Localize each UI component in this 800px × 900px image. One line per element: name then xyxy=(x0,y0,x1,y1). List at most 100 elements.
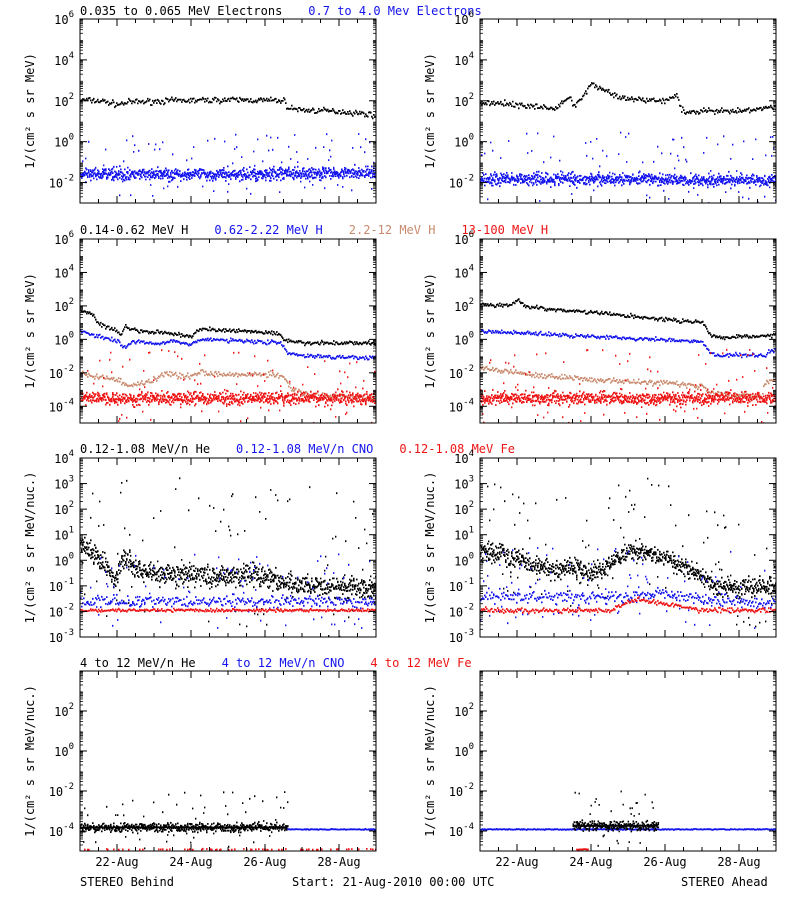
y-tick-label: 102 xyxy=(454,92,474,109)
series-1-0-62-2-22-mev-h xyxy=(80,329,376,361)
y-tick-label: 103 xyxy=(454,475,474,492)
y-tick-label: 10-2 xyxy=(449,174,474,191)
series-points xyxy=(80,553,376,629)
y-tick-label: 102 xyxy=(54,92,74,109)
y-tick-label: 104 xyxy=(54,449,74,466)
x-tick-label: 22-Aug xyxy=(95,855,138,869)
y-tick-label: 106 xyxy=(454,10,474,27)
series-points xyxy=(80,477,376,637)
series-points xyxy=(480,828,776,831)
y-tick-label: 104 xyxy=(454,449,474,466)
x-tick-label: 22-Aug xyxy=(495,855,538,869)
y-tick-label: 106 xyxy=(454,230,474,247)
x-tick-label: 24-Aug xyxy=(169,855,212,869)
y-tick-label: 100 xyxy=(54,551,74,568)
series-1-0-12-1-08-mev-n-cno xyxy=(80,553,376,629)
y-tick-label: 10-4 xyxy=(49,822,74,839)
y-tick-label: 101 xyxy=(54,526,74,543)
y-tick-label: 10-2 xyxy=(49,364,74,381)
y-axis-label: 1/(cm² s sr MeV) xyxy=(423,53,437,169)
series-points xyxy=(480,596,776,615)
plot-area xyxy=(480,477,776,629)
y-axis-label: 1/(cm² s sr MeV) xyxy=(23,53,37,169)
panel-behind-row-4: 4 to 12 MeV/n He 4 to 12 MeV/n CNO 4 to 12… xyxy=(23,656,472,869)
y-tick-label: 102 xyxy=(54,702,74,719)
legend-entry: 4 to 12 MeV Fe xyxy=(370,656,471,670)
plot-area xyxy=(80,791,376,851)
x-tick-label: 26-Aug xyxy=(643,855,686,869)
x-tick-label: 28-Aug xyxy=(717,855,760,869)
series-points xyxy=(576,848,589,851)
y-tick-label: 102 xyxy=(454,500,474,517)
y-axis-label: 1/(cm² s sr MeV) xyxy=(23,273,37,389)
series-points xyxy=(80,329,376,361)
y-axis-label: 1/(cm² s sr MeV) xyxy=(423,273,437,389)
y-tick-label: 10-4 xyxy=(449,397,474,414)
series-points xyxy=(480,131,776,203)
panel-behind-row-1: 0.035 to 0.065 MeV Electrons 0.7 to 4.0 M… xyxy=(23,4,482,204)
x-tick-label: 26-Aug xyxy=(243,855,286,869)
y-tick-label: 10-4 xyxy=(49,397,74,414)
y-tick-label: 103 xyxy=(54,475,74,492)
y-tick-label: 10-1 xyxy=(449,577,474,594)
series-1-unnamed xyxy=(480,131,776,203)
y-tick-label: 10-2 xyxy=(49,782,74,799)
plot-area xyxy=(480,790,776,851)
y-tick-label: 100 xyxy=(454,551,474,568)
y-tick-label: 10-2 xyxy=(449,364,474,381)
y-tick-label: 104 xyxy=(54,263,74,280)
series-points xyxy=(480,298,776,341)
legend-entry: 0.12-1.08 MeV/n He xyxy=(80,442,210,456)
legend-entry: 2.2-12 MeV H xyxy=(349,223,436,237)
legend-entry: 4 to 12 MeV/n CNO xyxy=(222,656,345,670)
x-tick-label: 24-Aug xyxy=(569,855,612,869)
series-0-unnamed xyxy=(480,298,776,341)
series-points xyxy=(80,607,376,613)
series-2-4-to-12-mev-fe xyxy=(84,847,376,851)
series-2-unnamed xyxy=(576,848,589,851)
y-tick-label: 100 xyxy=(54,330,74,347)
panel-ahead-row-4: 102 100 10-2 10-4 22-Aug 24-Aug 26-Aug 28-Aug 1/… xyxy=(423,670,777,869)
legend-entry: 0.12-1.08 MeV Fe xyxy=(399,442,515,456)
series-0-unnamed xyxy=(480,828,776,831)
y-tick-label: 106 xyxy=(54,10,74,27)
series-points xyxy=(287,828,376,831)
y-tick-label: 100 xyxy=(454,133,474,150)
legend-entry: 0.7 to 4.0 Mev Electrons xyxy=(308,4,481,18)
legend-entry: 0.62-2.22 MeV H xyxy=(214,223,322,237)
legend-entry: 4 to 12 MeV/n He xyxy=(80,656,196,670)
y-tick-label: 104 xyxy=(454,51,474,68)
series-1-4-to-12-mev-n-cno xyxy=(287,828,376,831)
y-axis-label: 1/(cm² s sr MeV/nuc.) xyxy=(423,685,437,837)
y-tick-label: 100 xyxy=(54,742,74,759)
y-tick-label: 102 xyxy=(454,702,474,719)
series-points xyxy=(84,847,376,851)
y-tick-label: 106 xyxy=(54,230,74,247)
y-tick-label: 100 xyxy=(454,330,474,347)
panels-layer: 0.035 to 0.065 MeV Electrons 0.7 to 4.0 M… xyxy=(23,4,777,869)
legend-entry: 13-100 MeV H xyxy=(461,223,548,237)
panel-ahead-row-1: 106 104 102 100 10-2 1/(cm² s sr MeV) xyxy=(423,10,777,204)
y-tick-label: 100 xyxy=(454,742,474,759)
y-tick-label: 10-3 xyxy=(449,628,474,645)
y-tick-label: 102 xyxy=(454,297,474,314)
series-1-unnamed xyxy=(480,547,776,629)
panel-ahead-row-3: 104 103 102 101 100 10-1 10-2 10-3 1/(cm² s sr M… xyxy=(423,449,777,645)
y-tick-label: 10-1 xyxy=(49,577,74,594)
y-tick-label: 102 xyxy=(54,297,74,314)
x-tick-label: 28-Aug xyxy=(317,855,360,869)
y-tick-label: 104 xyxy=(54,51,74,68)
series-points xyxy=(480,547,776,629)
series-1-unnamed xyxy=(572,790,660,847)
series-2-0-12-1-08-mev-fe xyxy=(80,607,376,613)
series-2-unnamed xyxy=(480,596,776,615)
y-tick-label: 10-4 xyxy=(449,822,474,839)
panel-ahead-row-2: 106 104 102 100 10-2 10-4 1/(cm² s sr MeV) xyxy=(423,230,777,424)
series-0-4-to-12-mev-n-he xyxy=(80,791,289,850)
panel-behind-row-3: 0.12-1.08 MeV/n He 0.12-1.08 MeV/n CNO 0.1… xyxy=(23,442,515,645)
y-tick-label: 100 xyxy=(54,133,74,150)
series-0-0-12-1-08-mev-n-he xyxy=(80,477,376,637)
panel-behind-row-2: 0.14-0.62 MeV H 0.62-2.22 MeV H 2.2-12 MeV… xyxy=(23,223,548,424)
